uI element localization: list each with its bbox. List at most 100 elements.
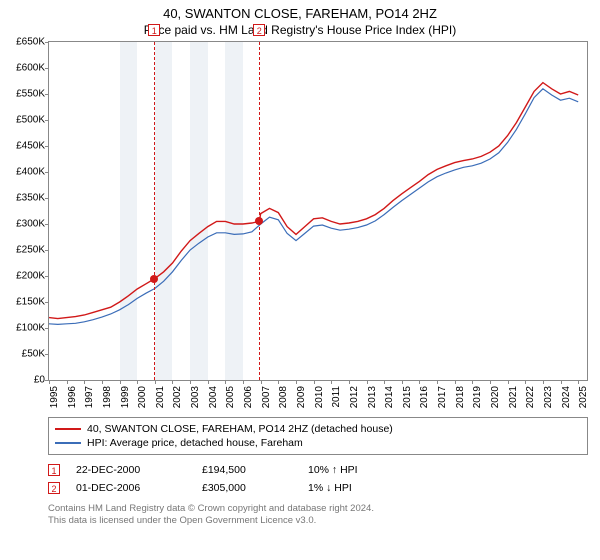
x-axis-tick-label: 2005 — [225, 386, 236, 408]
x-axis-tick — [331, 380, 332, 384]
y-axis-tick-label: £200K — [16, 270, 45, 281]
x-axis-tick — [490, 380, 491, 384]
marker-box: 2 — [253, 24, 265, 36]
event-diff: 1% ↓ HPI — [308, 482, 388, 494]
footer-line-1: Contains HM Land Registry data © Crown c… — [48, 503, 588, 515]
chart-plot-area: £0£50K£100K£150K£200K£250K£300K£350K£400… — [48, 41, 588, 381]
x-axis-tick-label: 2014 — [384, 386, 395, 408]
x-axis-tick-label: 2025 — [578, 386, 589, 408]
marker-dot — [150, 275, 158, 283]
x-axis-tick — [314, 380, 315, 384]
x-axis-tick — [419, 380, 420, 384]
x-axis-tick-label: 2016 — [419, 386, 430, 408]
y-axis-tick — [45, 198, 49, 199]
events-table: 122-DEC-2000£194,50010% ↑ HPI201-DEC-200… — [48, 461, 588, 497]
x-axis-tick — [384, 380, 385, 384]
x-axis-tick-label: 2018 — [455, 386, 466, 408]
x-axis-tick-label: 2022 — [525, 386, 536, 408]
legend-row: 40, SWANTON CLOSE, FAREHAM, PO14 2HZ (de… — [55, 422, 581, 436]
x-axis-tick — [508, 380, 509, 384]
y-axis-tick-label: £300K — [16, 218, 45, 229]
y-axis-tick — [45, 146, 49, 147]
y-axis-tick-label: £450K — [16, 140, 45, 151]
chart-subtitle: Price paid vs. HM Land Registry's House … — [0, 23, 600, 41]
marker-dot — [255, 217, 263, 225]
y-axis-tick-label: £0 — [34, 374, 45, 385]
x-axis-tick — [437, 380, 438, 384]
x-axis-tick — [455, 380, 456, 384]
legend-label: HPI: Average price, detached house, Fare… — [87, 437, 303, 449]
event-row: 2 01-DEC-2006 £305,000 1% ↓ HPI — [48, 479, 588, 497]
x-axis-tick — [261, 380, 262, 384]
x-axis-tick — [349, 380, 350, 384]
y-axis-tick-label: £500K — [16, 114, 45, 125]
y-axis-tick — [45, 172, 49, 173]
event-price: £305,000 — [202, 482, 292, 494]
x-axis-tick — [208, 380, 209, 384]
x-axis-tick — [120, 380, 121, 384]
x-axis-tick-label: 2007 — [261, 386, 272, 408]
x-axis-tick-label: 2023 — [543, 386, 554, 408]
footer-attribution: Contains HM Land Registry data © Crown c… — [48, 503, 588, 528]
y-axis-tick — [45, 328, 49, 329]
x-axis-tick — [561, 380, 562, 384]
event-marker-box: 2 — [48, 482, 60, 494]
series-line — [49, 82, 578, 318]
x-axis-tick — [172, 380, 173, 384]
y-axis-tick-label: £650K — [16, 36, 45, 47]
x-axis-tick-label: 2013 — [367, 386, 378, 408]
x-axis-tick — [525, 380, 526, 384]
marker-vline — [259, 42, 260, 380]
event-diff: 10% ↑ HPI — [308, 464, 388, 476]
x-axis-tick — [367, 380, 368, 384]
x-axis-tick-label: 2021 — [508, 386, 519, 408]
legend-label: 40, SWANTON CLOSE, FAREHAM, PO14 2HZ (de… — [87, 423, 393, 435]
x-axis-tick-label: 2004 — [208, 386, 219, 408]
x-axis-tick — [137, 380, 138, 384]
legend-swatch — [55, 442, 81, 444]
y-axis-tick — [45, 302, 49, 303]
event-row: 122-DEC-2000£194,50010% ↑ HPI — [48, 461, 588, 479]
x-axis-tick-label: 2006 — [243, 386, 254, 408]
x-axis-tick — [243, 380, 244, 384]
chart-lines-svg — [49, 42, 587, 380]
legend-swatch — [55, 428, 81, 430]
y-axis-tick — [45, 68, 49, 69]
x-axis-tick — [67, 380, 68, 384]
y-axis-tick — [45, 42, 49, 43]
x-axis-tick-label: 2011 — [331, 386, 342, 408]
x-axis-tick — [190, 380, 191, 384]
x-axis-tick — [225, 380, 226, 384]
marker-vline — [154, 42, 155, 380]
event-date: 01-DEC-2006 — [76, 482, 186, 494]
x-axis-tick-label: 2024 — [561, 386, 572, 408]
x-axis-tick-label: 2017 — [437, 386, 448, 408]
marker-box: 1 — [148, 24, 160, 36]
event-price: £194,500 — [202, 464, 292, 476]
y-axis-tick — [45, 250, 49, 251]
x-axis-tick — [278, 380, 279, 384]
x-axis-tick-label: 2000 — [137, 386, 148, 408]
y-axis-tick — [45, 354, 49, 355]
x-axis-tick-label: 1995 — [49, 386, 60, 408]
x-axis-tick-label: 2019 — [472, 386, 483, 408]
x-axis-tick-label: 1996 — [67, 386, 78, 408]
x-axis-tick — [102, 380, 103, 384]
x-axis-tick-label: 2003 — [190, 386, 201, 408]
x-axis-tick-label: 2020 — [490, 386, 501, 408]
x-axis-tick-label: 1998 — [102, 386, 113, 408]
event-marker-box: 1 — [48, 464, 60, 476]
y-axis-tick — [45, 120, 49, 121]
y-axis-tick — [45, 224, 49, 225]
y-axis-tick-label: £350K — [16, 192, 45, 203]
y-axis-tick-label: £600K — [16, 62, 45, 73]
x-axis-tick — [155, 380, 156, 384]
x-axis-tick-label: 1999 — [120, 386, 131, 408]
y-axis-tick — [45, 94, 49, 95]
x-axis-tick-label: 2010 — [314, 386, 325, 408]
x-axis-tick — [49, 380, 50, 384]
y-axis-tick — [45, 276, 49, 277]
y-axis-tick-label: £550K — [16, 88, 45, 99]
x-axis-tick — [578, 380, 579, 384]
x-axis-tick-label: 2015 — [402, 386, 413, 408]
